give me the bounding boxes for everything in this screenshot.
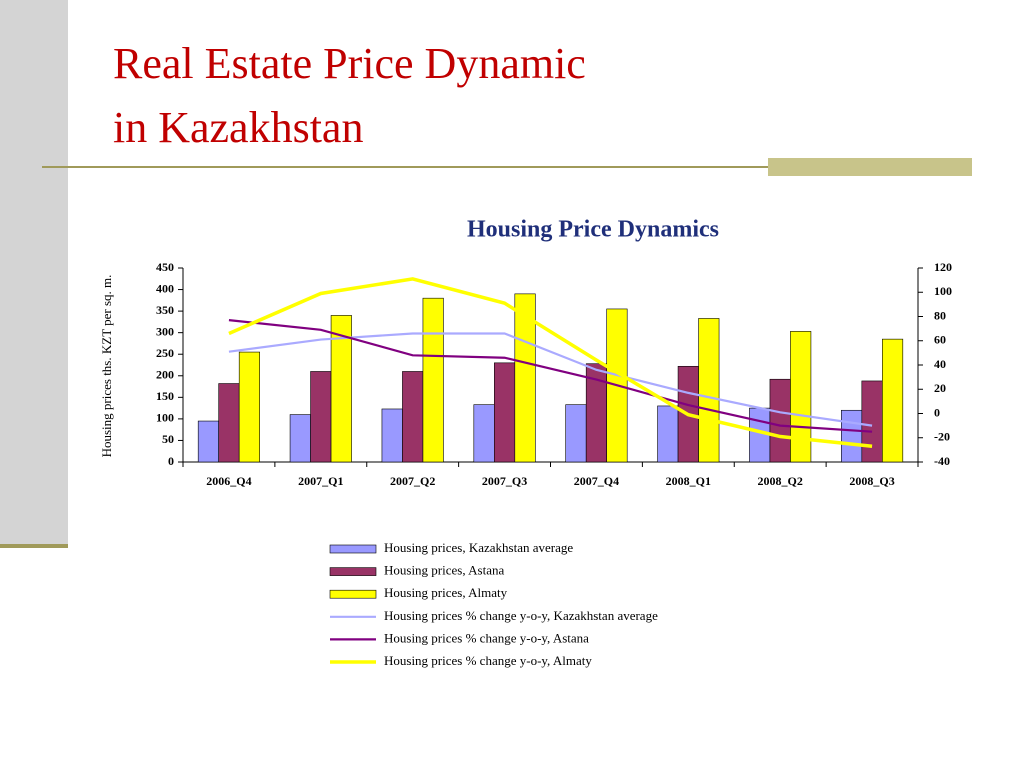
bar xyxy=(698,318,720,463)
bar xyxy=(218,383,240,463)
y-tick-label: 50 xyxy=(162,432,174,446)
legend-swatch xyxy=(329,544,377,554)
legend-label: Housing prices % change y-o-y, Almaty xyxy=(384,653,592,668)
y2-tick-label: 80 xyxy=(934,308,946,322)
y2-tick-label: 20 xyxy=(934,381,946,395)
y2-tick-label: 100 xyxy=(934,284,952,298)
chart-title: Housing Price Dynamics xyxy=(467,217,719,243)
y-tick-label: 100 xyxy=(156,411,174,425)
legend-label: Housing prices % change y-o-y, Kazakhsta… xyxy=(384,608,658,623)
y-tick-label: 400 xyxy=(156,281,174,295)
bar xyxy=(769,378,791,463)
x-tick-label: 2008_Q1 xyxy=(666,474,711,488)
legend-label: Housing prices % change y-o-y, Astana xyxy=(384,630,589,645)
y-axis-label: Housing prices ths. KZT per sq. m. xyxy=(99,275,114,458)
x-tick-label: 2007_Q1 xyxy=(298,474,343,488)
y2-tick-label: -20 xyxy=(934,430,950,444)
bar xyxy=(473,404,495,463)
line xyxy=(228,332,873,427)
y2-tick-label: 40 xyxy=(934,357,946,371)
y-tick-label: 350 xyxy=(156,303,174,317)
bar xyxy=(310,371,332,463)
bar xyxy=(565,404,587,463)
x-tick-label: 2007_Q4 xyxy=(574,474,619,488)
x-tick-label: 2007_Q3 xyxy=(482,474,527,488)
bar xyxy=(238,351,260,463)
bar xyxy=(882,338,904,463)
legend-label: Housing prices, Almaty xyxy=(384,585,508,600)
bar xyxy=(657,405,679,463)
legend-label: Housing prices, Astana xyxy=(384,563,504,578)
legend-swatch xyxy=(329,567,377,576)
y-tick-label: 200 xyxy=(156,368,174,382)
x-tick-label: 2006_Q4 xyxy=(206,474,251,488)
legend-label: Housing prices, Kazakhstan average xyxy=(384,540,573,555)
y2-tick-label: 0 xyxy=(934,405,940,419)
corner-block xyxy=(768,158,972,176)
y-tick-label: 450 xyxy=(156,260,174,274)
bar xyxy=(861,380,883,463)
x-tick-label: 2008_Q3 xyxy=(849,474,894,488)
bar xyxy=(402,371,424,463)
y-tick-label: 0 xyxy=(168,454,174,468)
x-tick-label: 2008_Q2 xyxy=(758,474,803,488)
bar xyxy=(381,408,403,463)
side-band-edge xyxy=(0,544,68,548)
bar xyxy=(330,315,352,463)
line xyxy=(228,319,873,433)
y2-tick-label: -40 xyxy=(934,454,950,468)
bar xyxy=(790,331,812,463)
line xyxy=(228,277,873,448)
bar xyxy=(514,293,536,463)
y2-tick-label: 60 xyxy=(934,333,946,347)
x-tick-label: 2007_Q2 xyxy=(390,474,435,488)
y2-tick-label: 120 xyxy=(934,260,952,274)
bar xyxy=(494,362,516,463)
y-tick-label: 300 xyxy=(156,324,174,338)
y-tick-label: 150 xyxy=(156,389,174,403)
side-band xyxy=(0,0,68,546)
slide-title: Real Estate Price Dynamic xyxy=(113,39,586,88)
slide-title: in Kazakhstan xyxy=(113,103,363,152)
bar xyxy=(289,414,311,463)
legend-swatch xyxy=(329,589,377,599)
bar xyxy=(197,420,219,463)
bar xyxy=(841,409,863,463)
y-tick-label: 250 xyxy=(156,346,174,360)
bar xyxy=(422,297,444,463)
